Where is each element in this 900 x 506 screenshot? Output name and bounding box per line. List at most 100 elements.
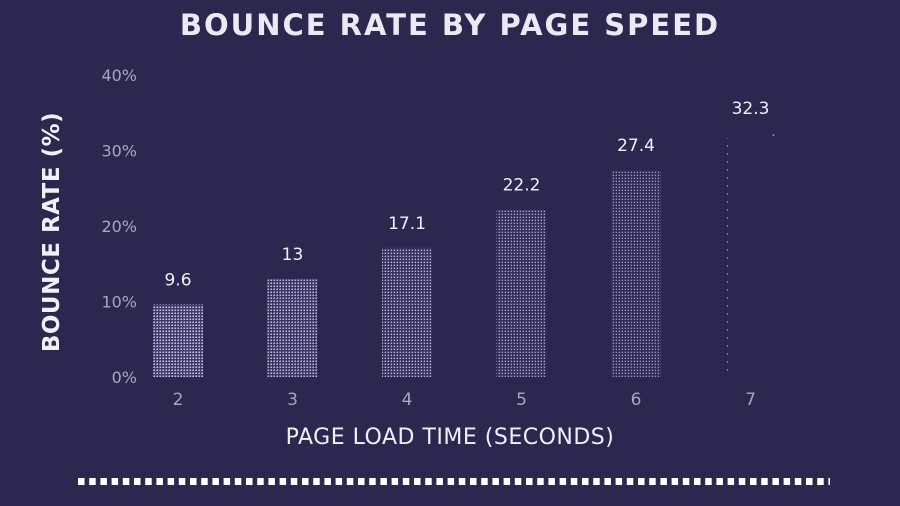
divider-dot [604, 478, 611, 485]
divider-dot [447, 478, 455, 485]
divider-dot [145, 478, 152, 485]
divider-dot [503, 478, 511, 485]
divider-dot [313, 478, 320, 485]
divider-dot [727, 478, 735, 485]
divider-dot [716, 478, 723, 485]
bar [153, 304, 203, 377]
divider-dot [537, 478, 544, 485]
divider-dot [593, 478, 600, 485]
divider-dot [458, 478, 466, 485]
divider-dot [492, 478, 499, 485]
divider-dot [470, 478, 477, 485]
divider-dot [548, 478, 555, 485]
x-tick-label: 7 [745, 390, 756, 410]
divider-dot [660, 478, 667, 485]
divider-dot [223, 478, 231, 485]
x-tick-label: 5 [516, 390, 527, 410]
divider-dot [582, 478, 589, 485]
divider-dot [234, 478, 242, 485]
divider-dot [156, 478, 163, 485]
divider-dot [761, 478, 768, 485]
divider-dot [626, 478, 634, 485]
y-tick-label: 0% [112, 368, 137, 387]
divider-dot [694, 478, 701, 485]
divider-dot [100, 478, 107, 485]
y-tick-label: 10% [101, 293, 137, 312]
divider-dot [481, 478, 488, 485]
x-axis-ticks: 2 3 4 5 6 7 [173, 390, 756, 410]
divider-dot [649, 478, 656, 485]
divider-dot [279, 478, 287, 485]
divider-dot [570, 478, 578, 485]
divider-dot [369, 478, 376, 485]
data-label: 32.3 [732, 99, 770, 119]
x-tick-label: 6 [631, 390, 642, 410]
divider-dot [436, 478, 443, 485]
divider-dot [794, 478, 802, 485]
divider-dot [212, 478, 219, 485]
divider-dot [772, 478, 779, 485]
divider-dot [380, 478, 387, 485]
divider-dot [290, 478, 298, 485]
x-tick-label: 4 [402, 390, 413, 410]
divider-dot [335, 478, 343, 485]
data-label: 9.6 [164, 271, 191, 291]
divider-dot [89, 478, 96, 485]
divider-dot [178, 478, 186, 485]
bar [382, 247, 432, 377]
divider-dot [268, 478, 275, 485]
divider-dot [682, 478, 690, 485]
divider-dot [705, 478, 712, 485]
bar-corner-dot [772, 134, 775, 137]
divider-dot [201, 478, 208, 485]
divider-dot [526, 478, 533, 485]
divider-dot [615, 478, 623, 485]
divider-dot [257, 478, 264, 485]
bar [496, 209, 547, 377]
bar [267, 278, 318, 377]
bars [153, 134, 775, 377]
chart-title: BOUNCE RATE BY PAGE SPEED [179, 8, 721, 42]
divider-dot [246, 478, 253, 485]
bar [611, 170, 661, 377]
divider-dot [425, 478, 432, 485]
data-label: 17.1 [388, 214, 426, 234]
divider-dot [783, 478, 791, 485]
divider-dot [111, 478, 119, 485]
x-tick-label: 3 [287, 390, 298, 410]
divider-dot [134, 478, 141, 485]
y-tick-label: 30% [101, 142, 137, 161]
divider-dot [402, 478, 410, 485]
divider-dot [828, 478, 830, 485]
divider-dot [190, 478, 197, 485]
data-labels: 9.6 13 17.1 22.2 27.4 32.3 [164, 99, 769, 290]
divider-dot [358, 478, 365, 485]
x-axis-label: PAGE LOAD TIME (SECONDS) [285, 425, 615, 450]
divider-dot [806, 478, 813, 485]
data-label: 13 [282, 245, 304, 265]
data-label: 27.4 [617, 136, 655, 156]
divider-dot [514, 478, 522, 485]
divider-dot [346, 478, 354, 485]
x-tick-label: 2 [173, 390, 184, 410]
divider-dot [638, 478, 645, 485]
divider-dot [167, 478, 175, 485]
dotted-divider [78, 478, 830, 485]
divider-dot [414, 478, 421, 485]
y-tick-label: 40% [101, 66, 137, 85]
bar [725, 138, 729, 377]
divider-dot [302, 478, 309, 485]
divider-dot [738, 478, 746, 485]
divider-dot [671, 478, 679, 485]
y-axis-ticks: 0% 10% 20% 30% 40% [101, 66, 137, 387]
divider-dot [324, 478, 331, 485]
divider-dot [559, 478, 567, 485]
y-tick-label: 20% [101, 217, 137, 236]
divider-dot [817, 478, 824, 485]
divider-dot [750, 478, 757, 485]
divider-dot [122, 478, 130, 485]
divider-dot [391, 478, 399, 485]
divider-dot [78, 478, 85, 485]
